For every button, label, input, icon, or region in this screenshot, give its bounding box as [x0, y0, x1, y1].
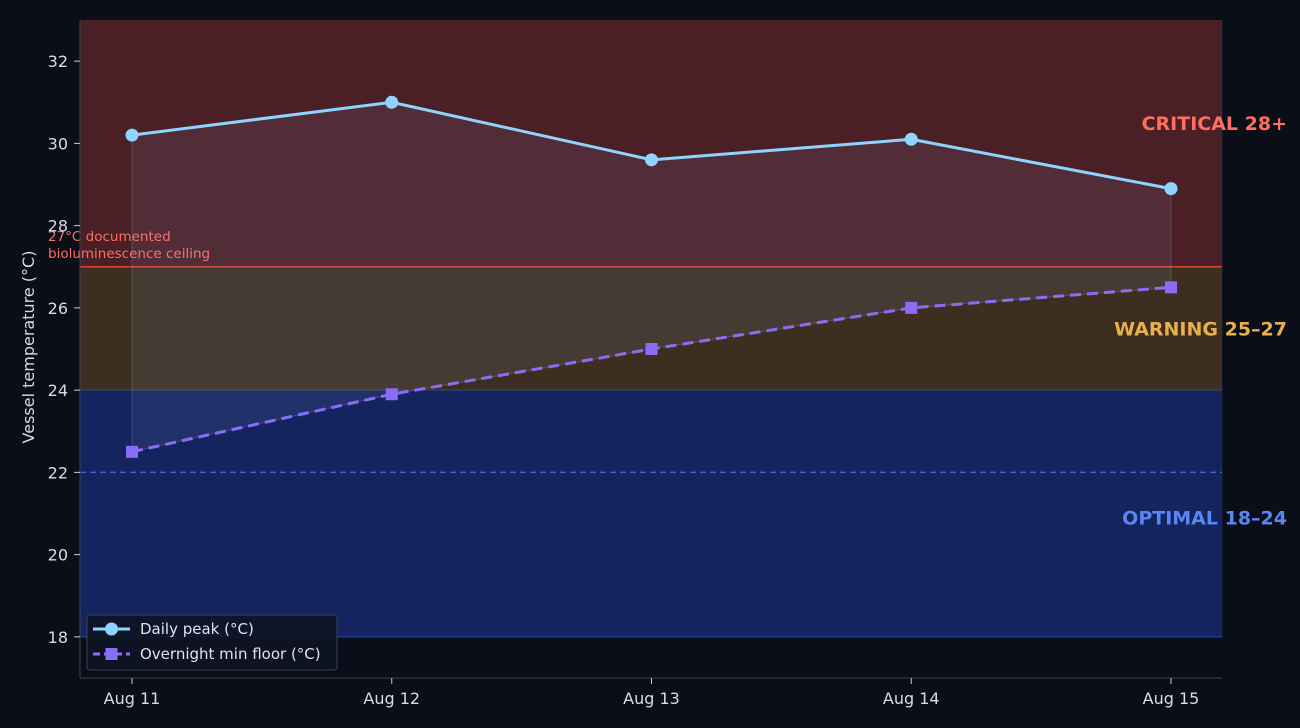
y-tick-label-22: 22	[48, 463, 68, 482]
data-point-overnight-min-floor-c-aug-15	[1165, 281, 1177, 294]
legend-swatch-marker	[105, 622, 118, 636]
legend-label-daily-peak-c: Daily peak (°C)	[140, 620, 254, 638]
legend-item-daily-peak-c: Daily peak (°C)	[93, 620, 254, 638]
band-label-optimal-18-24: OPTIMAL 18–24	[1122, 508, 1287, 530]
data-point-daily-peak-c-aug-15	[1164, 182, 1178, 196]
band-warning-25-27	[80, 266, 1222, 391]
band-labels: OPTIMAL 18–24 WARNING 25–27 CRITICAL 28+	[1114, 113, 1287, 530]
y-axis-label: Vessel temperature (°C)	[19, 251, 38, 444]
band-label-warning-25-27: WARNING 25–27	[1114, 318, 1287, 340]
legend-item-overnight-min-floor-c: Overnight min floor (°C)	[93, 645, 321, 663]
series-daily-peak-c	[125, 95, 1178, 196]
band-critical-28	[80, 20, 1222, 267]
data-point-overnight-min-floor-c-aug-12	[385, 388, 398, 401]
y-tick-label-26: 26	[48, 299, 68, 318]
x-tick-label-aug-12: Aug 12	[363, 689, 420, 708]
y-tick-label-30: 30	[48, 134, 68, 153]
reference-label: bioluminescence ceiling	[48, 246, 210, 262]
data-point-overnight-min-floor-c-aug-11	[126, 445, 138, 458]
band-optimal-18-24	[80, 390, 1222, 637]
series-overnight-min-floor-c	[126, 281, 1177, 458]
legend-background	[86, 614, 338, 671]
legend-swatch-marker	[105, 648, 118, 660]
reference-lines: 27°C documented bioluminescence ceiling	[48, 229, 1222, 474]
reference-label: 27°C documented	[48, 229, 171, 245]
series	[125, 95, 1178, 458]
data-point-daily-peak-c-aug-11	[125, 128, 139, 142]
legend-label-overnight-min-floor-c: Overnight min floor (°C)	[140, 645, 321, 663]
x-tick-label-aug-15: Aug 15	[1143, 689, 1200, 708]
data-point-daily-peak-c-aug-13	[645, 153, 658, 167]
data-point-daily-peak-c-aug-14	[904, 132, 918, 146]
y-tick-label-20: 20	[48, 546, 68, 565]
x-tick-label-aug-13: Aug 13	[623, 689, 680, 708]
y-tick-label-32: 32	[48, 52, 68, 71]
legend: Daily peak (°C) Overnight min floor (°C)	[86, 614, 338, 671]
data-point-overnight-min-floor-c-aug-14	[905, 301, 918, 314]
threshold-bands	[80, 20, 1223, 638]
y-tick-label-18: 18	[48, 628, 68, 647]
axes: 18 20 22 24 26 28 30 32 Aug 11 Aug 12 Aug 13 Aug 14…	[19, 20, 1222, 708]
x-tick-label-aug-14: Aug 14	[883, 689, 940, 708]
y-tick-label-28: 28	[48, 217, 68, 236]
data-point-daily-peak-c-aug-12	[385, 95, 399, 109]
legend-box: Daily peak (°C) Overnight min floor (°C)	[86, 614, 338, 671]
data-point-overnight-min-floor-c-aug-13	[645, 343, 658, 355]
x-tick-label-aug-11: Aug 11	[104, 689, 161, 708]
band-label-critical-28: CRITICAL 28+	[1142, 113, 1287, 135]
y-tick-label-24: 24	[48, 381, 68, 400]
